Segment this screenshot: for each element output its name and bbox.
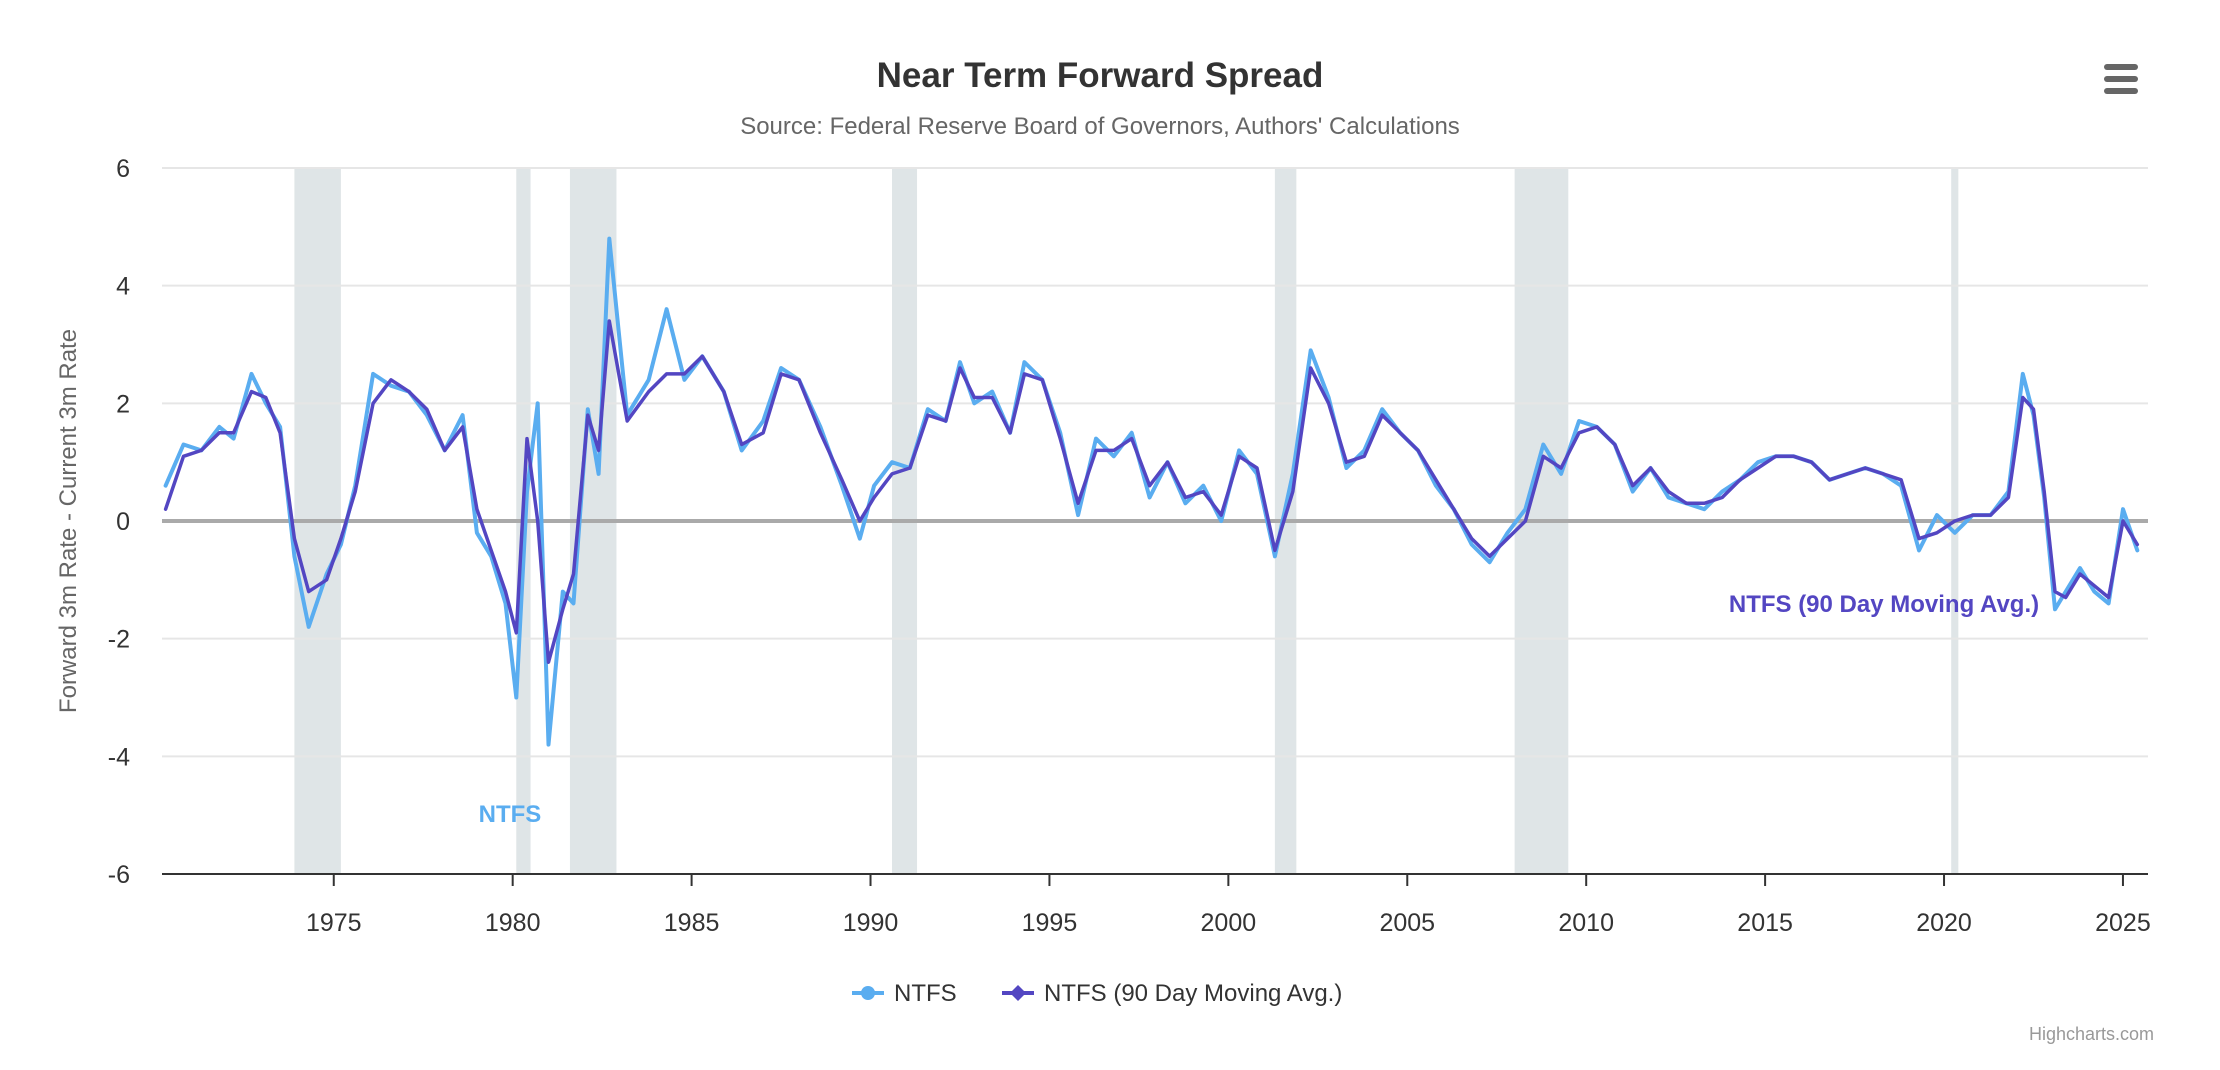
- y-tick-label: 2: [116, 390, 130, 418]
- x-tick-label: 2000: [1201, 909, 1257, 937]
- x-tick-label: 1980: [485, 909, 541, 937]
- y-tick-label: -2: [108, 626, 130, 654]
- y-tick-label: -4: [108, 743, 130, 771]
- legend-label-moving-avg: NTFS (90 Day Moving Avg.): [1044, 980, 1342, 1007]
- x-tick-label: 2015: [1737, 909, 1793, 937]
- x-tick-label: 1985: [664, 909, 720, 937]
- x-tick-label: 2020: [1916, 909, 1972, 937]
- legend-item-moving-avg[interactable]: NTFS (90 Day Moving Avg.): [1002, 980, 1342, 1007]
- x-tick-label: 2005: [1379, 909, 1435, 937]
- hamburger-menu-icon: [2104, 64, 2138, 94]
- chart-menu-button[interactable]: [2095, 58, 2147, 104]
- legend: NTFS NTFS (90 Day Moving Avg.): [852, 980, 1342, 1007]
- legend-marker-circle-icon: [861, 986, 875, 1000]
- y-tick-label: 6: [116, 155, 130, 183]
- x-tick-label: 2010: [1558, 909, 1614, 937]
- x-axis-ticks: 1975 1980 1985 1990 1995 2000 2005 2010 2015 2020…: [306, 874, 2151, 937]
- y-tick-label: -6: [108, 861, 130, 889]
- y-tick-label: 0: [116, 508, 130, 536]
- series-line-moving-avg[interactable]: [163, 319, 2140, 664]
- x-tick-label: 1995: [1022, 909, 1078, 937]
- legend-item-ntfs[interactable]: NTFS: [852, 980, 957, 1007]
- x-tick-label: 1990: [843, 909, 899, 937]
- x-tick-label: 1975: [306, 909, 362, 937]
- legend-label-ntfs: NTFS: [894, 980, 957, 1007]
- legend-marker-diamond-icon: [1010, 985, 1026, 1001]
- y-axis-ticks: -6 -4 -2 0 2 4 6: [108, 155, 130, 889]
- y-axis-title: Forward 3m Rate - Current 3m Rate: [55, 329, 82, 713]
- chart-title: Near Term Forward Spread: [877, 56, 1324, 95]
- x-tick-label: 2025: [2095, 909, 2151, 937]
- y-tick-label: 4: [116, 273, 130, 301]
- chart-subtitle: Source: Federal Reserve Board of Governo…: [740, 113, 1460, 140]
- series-layer: [163, 236, 2140, 747]
- series-label-moving-avg: NTFS (90 Day Moving Avg.): [1729, 591, 2039, 618]
- credits-link[interactable]: Highcharts.com: [2029, 1024, 2154, 1044]
- series-label-ntfs: NTFS: [479, 801, 542, 828]
